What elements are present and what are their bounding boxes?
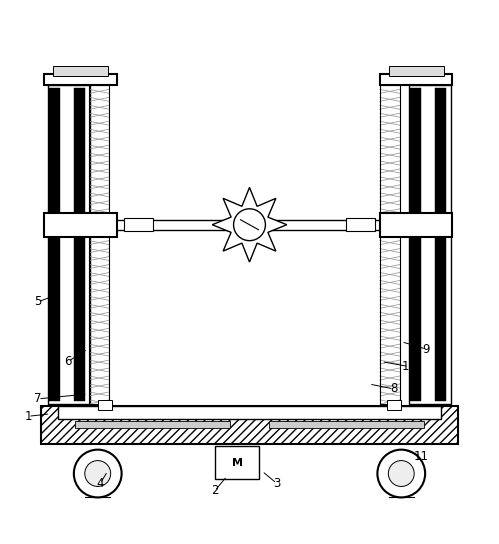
Bar — [53, 66, 108, 77]
Bar — [48, 85, 90, 404]
Bar — [269, 421, 424, 428]
Bar — [58, 406, 441, 419]
Text: 11: 11 — [414, 450, 429, 462]
Text: 10: 10 — [401, 360, 416, 373]
Text: 3: 3 — [273, 477, 280, 490]
Bar — [49, 88, 60, 401]
Text: 9: 9 — [422, 343, 430, 356]
Bar — [380, 85, 400, 404]
Bar — [346, 218, 375, 231]
Bar — [89, 85, 109, 404]
Bar — [380, 75, 452, 85]
Circle shape — [85, 461, 111, 486]
Bar — [215, 446, 259, 479]
Bar — [44, 75, 117, 85]
Bar — [387, 400, 401, 410]
Bar — [40, 406, 459, 444]
Bar — [435, 88, 446, 401]
Bar — [75, 421, 230, 428]
Bar — [74, 88, 85, 401]
Polygon shape — [212, 187, 287, 262]
Bar — [409, 85, 451, 404]
Text: 1: 1 — [24, 410, 32, 423]
Bar — [389, 66, 444, 77]
Bar — [410, 88, 421, 401]
Bar — [44, 213, 117, 237]
Circle shape — [74, 450, 122, 497]
Text: 2: 2 — [211, 485, 219, 497]
Text: 4: 4 — [96, 477, 104, 490]
Circle shape — [377, 450, 425, 497]
Text: 7: 7 — [34, 392, 42, 405]
Text: M: M — [232, 458, 243, 468]
Circle shape — [388, 461, 414, 486]
Bar — [110, 220, 389, 230]
Bar — [98, 400, 112, 410]
Bar — [124, 218, 153, 231]
Text: 5: 5 — [34, 295, 42, 308]
Text: 6: 6 — [64, 355, 72, 368]
Bar — [380, 213, 452, 237]
Circle shape — [234, 209, 265, 240]
Text: 8: 8 — [390, 382, 398, 395]
